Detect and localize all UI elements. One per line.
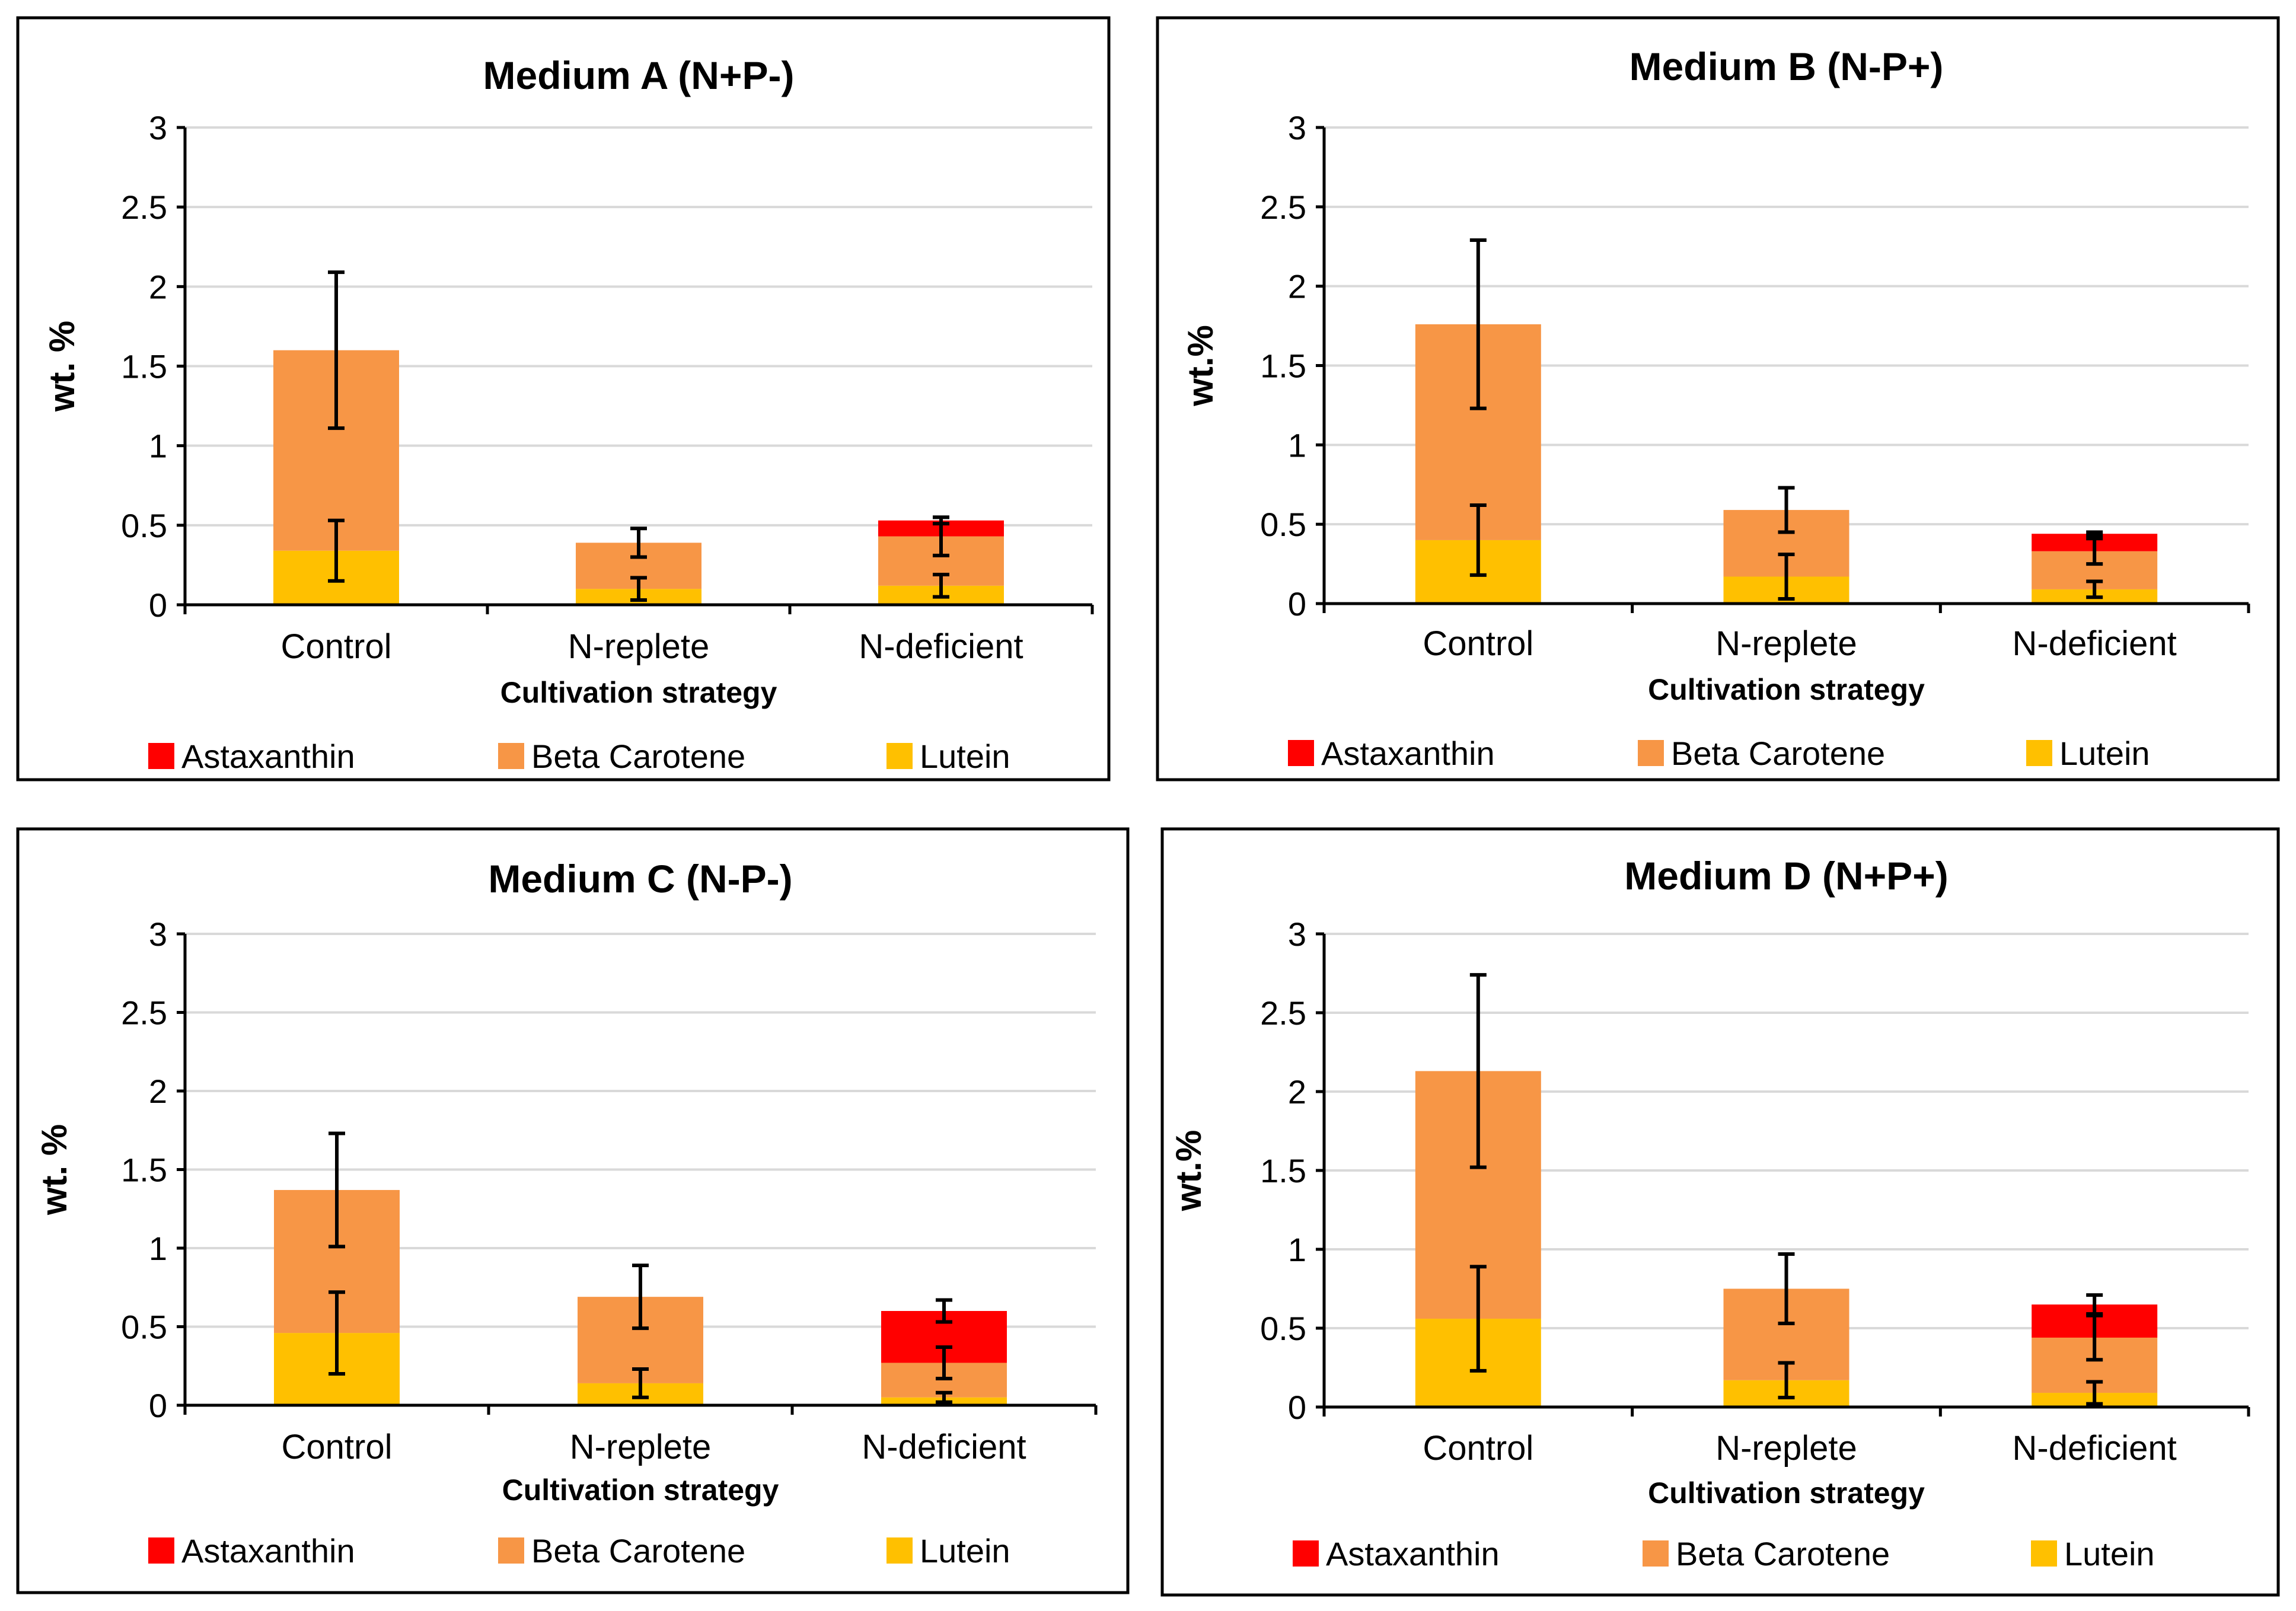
x-tick-label: Control — [1423, 624, 1533, 663]
panel-frame — [16, 827, 1130, 1594]
y-tick-label: 2 — [149, 1073, 167, 1110]
chart-title: Medium A (N+P-) — [483, 53, 795, 97]
legend-swatch-astaxanthin — [1293, 1540, 1319, 1567]
legend-label: Lutein — [2064, 1535, 2155, 1572]
legend-swatch-lutein — [2031, 1540, 2057, 1567]
legend-label: Lutein — [2059, 735, 2150, 772]
x-tick-label: Control — [282, 1428, 393, 1466]
legend-swatch-astaxanthin — [1288, 740, 1314, 766]
y-tick-label: 1.5 — [121, 348, 167, 385]
legend-label: Beta Carotene — [531, 738, 745, 775]
x-tick-label: N-replete — [570, 1428, 712, 1466]
y-tick-label: 0.5 — [1260, 1310, 1306, 1347]
chart-title: Medium C (N-P-) — [488, 857, 792, 901]
legend-swatch-lutein — [2026, 740, 2052, 766]
chart-panel-4: Medium D (N+P+) 0 0.5 1 1.5 2 2.5 3 wt.% Control N… — [1160, 827, 2280, 1597]
chart-title: Medium D (N+P+) — [1624, 854, 1948, 898]
legend-swatch-astaxanthin — [148, 1537, 174, 1564]
panel-frame — [16, 16, 1111, 781]
y-tick-label: 3 — [149, 915, 167, 953]
legend-swatch-lutein — [886, 743, 913, 769]
x-tick-label: N-deficient — [862, 1428, 1026, 1466]
legend-label: Beta Carotene — [531, 1532, 745, 1569]
y-tick-label: 0 — [149, 586, 167, 624]
y-tick-label: 2.5 — [121, 189, 167, 226]
y-tick-label: 2.5 — [1260, 189, 1306, 226]
legend-label: Lutein — [920, 1532, 1010, 1569]
legend-label: Lutein — [920, 738, 1010, 775]
y-tick-label: 3 — [149, 109, 167, 146]
chart-panel-2: Medium B (N-P+) 0 0.5 1 1.5 2 2.5 3 wt.% Control N… — [1156, 16, 2280, 781]
y-tick-label: 3 — [1288, 109, 1306, 146]
legend-swatch-beta-carotene — [1638, 740, 1664, 766]
y-tick-label: 0 — [1288, 585, 1306, 623]
legend-label: Beta Carotene — [1676, 1535, 1890, 1572]
y-tick-label: 1 — [149, 428, 167, 465]
y-tick-label: 1.5 — [1260, 1152, 1306, 1189]
legend-swatch-beta-carotene — [1643, 1540, 1669, 1567]
x-tick-label: Control — [281, 627, 392, 666]
y-tick-label: 2.5 — [121, 994, 167, 1032]
x-tick-label: N-deficient — [2013, 1429, 2177, 1468]
y-tick-label: 2 — [149, 268, 167, 305]
x-tick-label: N-replete — [568, 627, 710, 666]
y-tick-label: 0.5 — [121, 1309, 167, 1346]
x-axis-label: Cultivation strategy — [1648, 1476, 1925, 1510]
y-axis-label: wt.% — [1169, 1130, 1208, 1212]
y-tick-label: 0 — [1288, 1389, 1306, 1426]
panel-frame — [1156, 16, 2280, 781]
chart-panel-1: Medium A (N+P-) 0 0.5 1 1.5 2 2.5 3 wt. % Control… — [16, 16, 1111, 781]
x-tick-label: N-deficient — [2013, 624, 2177, 663]
legend-label: Beta Carotene — [1671, 735, 1885, 772]
legend-swatch-lutein — [886, 1537, 913, 1564]
y-tick-label: 0 — [149, 1387, 167, 1424]
y-axis-label: wt. % — [34, 1124, 74, 1216]
y-tick-label: 2.5 — [1260, 994, 1306, 1032]
legend-label: Astaxanthin — [1321, 735, 1495, 772]
chart-panel-3: Medium C (N-P-) 0 0.5 1 1.5 2 2.5 3 wt. % Control… — [16, 827, 1130, 1594]
x-axis-label: Cultivation strategy — [502, 1473, 779, 1507]
y-tick-label: 1 — [1288, 426, 1306, 464]
legend-swatch-beta-carotene — [498, 743, 524, 769]
x-tick-label: N-deficient — [859, 627, 1023, 666]
legend-label: Astaxanthin — [181, 738, 355, 775]
y-tick-label: 3 — [1288, 915, 1306, 953]
x-axis-label: Cultivation strategy — [1648, 673, 1925, 706]
x-tick-label: N-replete — [1715, 624, 1857, 663]
y-tick-label: 1 — [1288, 1231, 1306, 1268]
x-axis-label: Cultivation strategy — [500, 676, 777, 709]
x-tick-label: N-replete — [1715, 1429, 1857, 1468]
y-tick-label: 0.5 — [1260, 506, 1306, 543]
y-axis-label: wt. % — [42, 321, 82, 412]
legend-label: Astaxanthin — [1326, 1535, 1500, 1572]
panel-frame — [1160, 827, 2280, 1597]
y-tick-label: 2 — [1288, 1073, 1306, 1111]
legend-label: Astaxanthin — [181, 1532, 355, 1569]
y-tick-label: 0.5 — [121, 507, 167, 544]
legend-swatch-beta-carotene — [498, 1537, 524, 1564]
chart-title: Medium B (N-P+) — [1629, 44, 1944, 88]
y-tick-label: 1.5 — [1260, 347, 1306, 385]
y-axis-label: wt.% — [1181, 325, 1220, 407]
x-tick-label: Control — [1423, 1429, 1533, 1468]
y-tick-label: 2 — [1288, 268, 1306, 305]
legend-swatch-astaxanthin — [148, 743, 174, 769]
y-tick-label: 1.5 — [121, 1151, 167, 1189]
y-tick-label: 1 — [149, 1230, 167, 1267]
